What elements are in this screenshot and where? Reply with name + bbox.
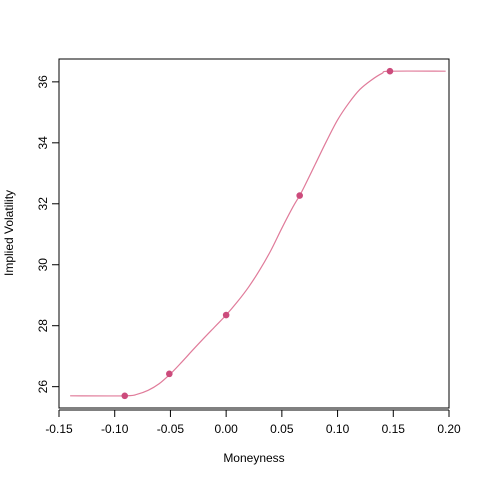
x-tick-label: 0.20 [437,422,461,436]
y-tick-label: 26 [36,380,50,394]
x-tick-label: -0.15 [45,422,73,436]
plot-series [70,67,446,400]
data-point [166,370,173,378]
x-tick-label: -0.10 [101,422,129,436]
x-tick-label: 0.00 [214,422,238,436]
plot-frame [58,58,450,409]
x-tick-label: 0.10 [326,422,350,436]
x-axis: -0.15 -0.10 -0.05 0.00 0.05 0.10 0.15 0.20 [45,409,461,436]
data-point [121,392,129,400]
y-axis-title: Implied Volatility [2,190,16,276]
x-tick-label: 0.15 [382,422,406,436]
x-tick-label: 0.05 [270,422,294,436]
data-point [386,67,394,75]
y-tick-label: 30 [36,258,50,272]
x-axis-title: Moneyness [223,451,284,465]
volatility-curve [70,70,446,397]
y-tick-label: 32 [36,197,50,211]
data-point [296,192,303,199]
y-tick-label: 36 [36,75,50,89]
y-tick-label: 28 [36,319,50,333]
y-tick-label: 34 [36,136,50,150]
x-tick-label: -0.05 [157,422,185,436]
data-point [222,311,230,319]
y-axis: 26 28 30 32 34 36 [36,75,60,394]
